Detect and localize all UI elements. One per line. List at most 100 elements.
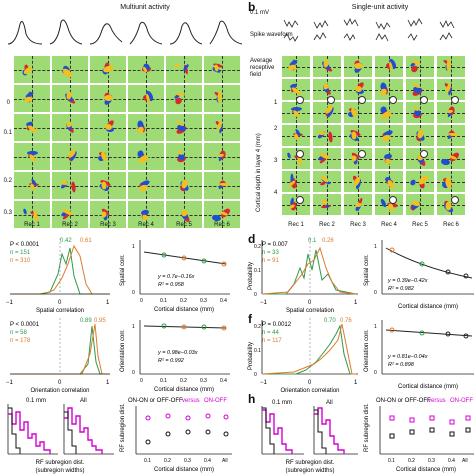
- depth-label-2: 0.2: [3, 178, 12, 184]
- depth-marker: [327, 96, 335, 104]
- depth-marker: [420, 150, 428, 158]
- panel-d-histogram: Probability P = 0.007 n = 33 n = 91 0.1 …: [248, 238, 358, 314]
- multiunit-rf-tile: [14, 85, 50, 112]
- panel-d-label: d: [248, 232, 256, 246]
- panel-g-xtick-1: 0.2: [164, 458, 171, 464]
- panel-e-tick-2: 0: [58, 380, 62, 386]
- multiunit-rf-tile: [90, 114, 126, 141]
- depth-marker: [296, 96, 304, 104]
- single-unit-rf-tile: [437, 79, 465, 100]
- depth-marker: [358, 150, 366, 158]
- panel-g-hist2: All: [80, 398, 87, 404]
- single-unit-rf-tile: [282, 56, 310, 77]
- panel-c2-ylabel: Spatial corr.: [120, 254, 126, 286]
- multiunit-rf-tile: [204, 201, 240, 228]
- panel-f-tick-1: −1: [260, 380, 268, 386]
- panel-d2-eq: y = 0.39e−0.42x: [387, 278, 428, 284]
- single-unit-rf-tile: [437, 148, 465, 169]
- rf-subregion: [174, 63, 180, 67]
- panel-d-ytick-1: 0.1: [254, 268, 261, 274]
- col-label-b-rec2: Rec 2: [319, 222, 335, 228]
- panel-e2-xtick-2: 0.2: [180, 378, 187, 384]
- col-label-b-rec4: Rec 4: [381, 222, 397, 228]
- single-unit-rf-tile: [406, 125, 434, 146]
- multiunit-tuning-curves: [7, 19, 243, 45]
- panel-h-scatter: ON-ON or OFF-OFF versus ON-OFF RF subreg…: [364, 398, 474, 473]
- panel-c-orange-line: [10, 244, 110, 295]
- panel-e-xlabel: Orientation correlation: [30, 388, 89, 394]
- panel-e-peak1: 0.89: [80, 318, 92, 324]
- panel-f-peak1: 0.70: [324, 318, 336, 324]
- multiunit-rf-tile: [166, 143, 202, 170]
- multiunit-rf-tile: [204, 143, 240, 170]
- depth-marker: [296, 150, 304, 158]
- panel-g-xlabel2: (subregion widths): [35, 468, 84, 474]
- rf-subregion: [218, 182, 230, 186]
- panel-c-n2: n = 310: [10, 258, 31, 264]
- panel-c2-ytick-0: 0: [132, 290, 135, 296]
- panel-h-xlabel1: RF subregion dist.: [286, 460, 335, 466]
- panel-f-p: P = 0.0012: [262, 322, 292, 328]
- single-unit-rf-tile: [313, 148, 341, 169]
- panel-a-columns: Rec 1 Rec 2 Rec 3 Rec 4 Rec 5 Rec 6: [14, 222, 240, 228]
- panel-d-tick-1: −1: [260, 300, 268, 306]
- panel-h-histograms: 0.1 mm All RF subregion dist. (subregion…: [261, 400, 358, 474]
- col-label-rec2: Rec 2: [62, 222, 78, 228]
- unit-number-1: 1: [274, 100, 278, 106]
- panel-e-fit: Orientation corr. 1 0 y = 0.98e−0.03x R²…: [120, 320, 230, 393]
- panel-d2-ylabel: Spatial corr.: [364, 254, 370, 286]
- panel-d-n1: n = 33: [262, 250, 280, 256]
- panel-h-xtick-4: All: [462, 458, 468, 464]
- multiunit-rf-tile: [128, 143, 164, 170]
- panel-g-ylabel: RF subregion dist.: [120, 403, 126, 452]
- panel-h-hist2: All: [326, 400, 333, 406]
- single-unit-rf-tile: [344, 171, 372, 192]
- panel-e2-xtick-3: 0.3: [200, 378, 207, 384]
- single-unit-rf-tile: [282, 102, 310, 123]
- panel-h-legend-a: ON-ON or OFF-OFF: [376, 398, 431, 404]
- panel-g-scatter: ON-ON or OFF-OFF versus ON-OFF RF subreg…: [120, 398, 232, 473]
- panel-e2-r2: R² = 0.992: [158, 358, 184, 364]
- single-unit-rf-tile: [375, 102, 403, 123]
- multiunit-rf-tile: [14, 114, 50, 141]
- rf-subregion: [32, 209, 39, 222]
- multiunit-rf-tile: [14, 172, 50, 199]
- single-unit-rf-tile: [375, 148, 403, 169]
- single-unit-rf-tile: [344, 102, 372, 123]
- panel-f-peak2: 0.76: [340, 318, 352, 324]
- rf-subregion: [327, 130, 334, 143]
- spike-waveform-label: Spike waveform: [250, 32, 293, 38]
- panel-d2-ytick-0: 0: [374, 290, 377, 296]
- depth-label-0: 0: [6, 100, 10, 106]
- panel-c-green-line: [10, 247, 110, 295]
- multiunit-rf-tile: [90, 201, 126, 228]
- rf-subregion: [409, 178, 417, 186]
- panel-e-histogram: P < 0.0001 n = 58 n = 178 0.89 0.95 −1 0…: [6, 318, 110, 394]
- panel-c-tick-3: 1: [106, 300, 110, 306]
- multiunit-rf-tile: [90, 85, 126, 112]
- panel-f-xlabel: Orientation correlation: [280, 388, 339, 394]
- panel-d-p: P = 0.007: [262, 242, 288, 248]
- panel-d-xlabel: Spatial correlation: [286, 308, 334, 314]
- panel-e2-ytick-1: 1: [132, 324, 135, 330]
- rf-subregion: [317, 130, 326, 135]
- unit-number-4: 4: [274, 190, 278, 196]
- single-unit-rf-tile: [313, 102, 341, 123]
- panel-h-legend-c: ON-OFF: [450, 398, 473, 404]
- panel-d2-ytick-1: 1: [374, 244, 377, 250]
- col-label-b-rec3: Rec 3: [350, 222, 366, 228]
- single-unit-rf-tile: [406, 79, 434, 100]
- single-unit-rf-grid: [282, 56, 465, 215]
- single-unit-rf-tile: [313, 194, 341, 215]
- single-unit-rf-tile: [282, 171, 310, 192]
- panel-f-tick-2: 0: [308, 380, 312, 386]
- panel-d-ylabel: Probability: [248, 262, 254, 290]
- single-unit-rf-tile: [375, 125, 403, 146]
- panel-c-tick-1: −1: [6, 300, 14, 306]
- panel-e-n1: n = 58: [10, 330, 28, 336]
- single-unit-rf-tile: [313, 125, 341, 146]
- multiunit-rf-tile: [52, 85, 88, 112]
- single-unit-rf-tile: [282, 125, 310, 146]
- panel-c-n1: n = 151: [10, 250, 31, 256]
- rf-subregion: [286, 151, 292, 159]
